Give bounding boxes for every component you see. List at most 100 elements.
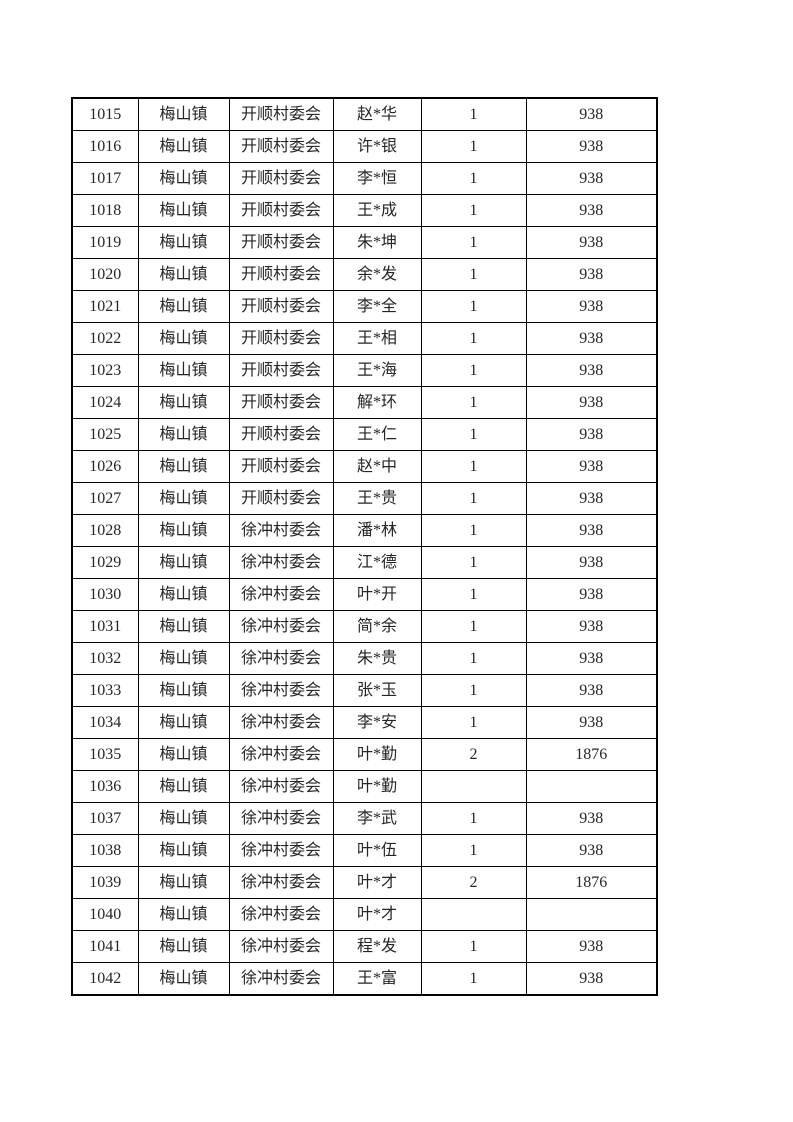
cell-town: 梅山镇 (137, 738, 230, 771)
cell-amount: 938 (525, 418, 658, 451)
cell-count: 2 (420, 738, 527, 771)
cell-village-committee: 徐冲村委会 (228, 930, 334, 963)
table-row: 1041 梅山镇 徐冲村委会 程*发 1 938 (71, 930, 658, 963)
table-row: 1038 梅山镇 徐冲村委会 叶*伍 1 938 (71, 834, 658, 867)
table-row: 1024 梅山镇 开顺村委会 解*环 1 938 (71, 386, 658, 419)
cell-masked-name: 江*德 (332, 546, 422, 579)
table-row: 1020 梅山镇 开顺村委会 余*发 1 938 (71, 258, 658, 291)
cell-town: 梅山镇 (137, 162, 230, 195)
cell-serial-number: 1015 (71, 97, 139, 131)
cell-town: 梅山镇 (137, 194, 230, 227)
cell-amount: 938 (525, 706, 658, 739)
cell-village-committee: 徐冲村委会 (228, 546, 334, 579)
cell-serial-number: 1035 (71, 738, 139, 771)
cell-amount: 938 (525, 514, 658, 547)
cell-village-committee: 开顺村委会 (228, 130, 334, 163)
table-row: 1015 梅山镇 开顺村委会 赵*华 1 938 (71, 97, 658, 131)
cell-count: 1 (420, 194, 527, 227)
cell-serial-number: 1018 (71, 194, 139, 227)
cell-serial-number: 1029 (71, 546, 139, 579)
cell-count: 1 (420, 482, 527, 515)
cell-masked-name: 解*环 (332, 386, 422, 419)
cell-serial-number: 1024 (71, 386, 139, 419)
cell-town: 梅山镇 (137, 866, 230, 899)
cell-amount (525, 770, 658, 803)
cell-serial-number: 1022 (71, 322, 139, 355)
cell-count: 1 (420, 578, 527, 611)
cell-count: 1 (420, 450, 527, 483)
cell-village-committee: 徐冲村委会 (228, 642, 334, 675)
cell-serial-number: 1039 (71, 866, 139, 899)
cell-village-committee: 开顺村委会 (228, 162, 334, 195)
cell-serial-number: 1019 (71, 226, 139, 259)
cell-village-committee: 开顺村委会 (228, 482, 334, 515)
cell-masked-name: 程*发 (332, 930, 422, 963)
cell-village-committee: 开顺村委会 (228, 322, 334, 355)
cell-amount: 938 (525, 354, 658, 387)
table-row: 1029 梅山镇 徐冲村委会 江*德 1 938 (71, 546, 658, 579)
cell-town: 梅山镇 (137, 930, 230, 963)
table-row: 1033 梅山镇 徐冲村委会 张*玉 1 938 (71, 674, 658, 707)
cell-amount: 938 (525, 386, 658, 419)
cell-amount (525, 898, 658, 931)
cell-amount: 938 (525, 930, 658, 963)
cell-count: 1 (420, 290, 527, 323)
cell-amount: 938 (525, 450, 658, 483)
cell-masked-name: 赵*中 (332, 450, 422, 483)
cell-masked-name: 王*仁 (332, 418, 422, 451)
cell-town: 梅山镇 (137, 418, 230, 451)
cell-village-committee: 徐冲村委会 (228, 674, 334, 707)
cell-town: 梅山镇 (137, 354, 230, 387)
cell-count: 1 (420, 706, 527, 739)
cell-amount: 938 (525, 194, 658, 227)
table-row: 1016 梅山镇 开顺村委会 许*银 1 938 (71, 130, 658, 163)
cell-masked-name: 余*发 (332, 258, 422, 291)
cell-village-committee: 徐冲村委会 (228, 610, 334, 643)
table-row: 1036 梅山镇 徐冲村委会 叶*勤 (71, 770, 658, 803)
cell-town: 梅山镇 (137, 546, 230, 579)
cell-serial-number: 1041 (71, 930, 139, 963)
cell-village-committee: 徐冲村委会 (228, 802, 334, 835)
cell-town: 梅山镇 (137, 898, 230, 931)
cell-masked-name: 李*全 (332, 290, 422, 323)
cell-town: 梅山镇 (137, 130, 230, 163)
cell-masked-name: 王*成 (332, 194, 422, 227)
cell-amount: 938 (525, 130, 658, 163)
cell-count: 1 (420, 226, 527, 259)
cell-serial-number: 1038 (71, 834, 139, 867)
cell-village-committee: 徐冲村委会 (228, 770, 334, 803)
cell-serial-number: 1021 (71, 290, 139, 323)
table-row: 1017 梅山镇 开顺村委会 李*恒 1 938 (71, 162, 658, 195)
cell-masked-name: 许*银 (332, 130, 422, 163)
cell-count: 1 (420, 162, 527, 195)
table-row: 1019 梅山镇 开顺村委会 朱*坤 1 938 (71, 226, 658, 259)
cell-masked-name: 赵*华 (332, 97, 422, 131)
cell-masked-name: 李*恒 (332, 162, 422, 195)
cell-town: 梅山镇 (137, 642, 230, 675)
cell-town: 梅山镇 (137, 802, 230, 835)
cell-serial-number: 1028 (71, 514, 139, 547)
table-row: 1027 梅山镇 开顺村委会 王*贵 1 938 (71, 482, 658, 515)
cell-village-committee: 徐冲村委会 (228, 898, 334, 931)
cell-serial-number: 1020 (71, 258, 139, 291)
cell-masked-name: 朱*贵 (332, 642, 422, 675)
cell-serial-number: 1027 (71, 482, 139, 515)
cell-amount: 938 (525, 226, 658, 259)
cell-count: 1 (420, 97, 527, 131)
cell-town: 梅山镇 (137, 834, 230, 867)
table-row: 1032 梅山镇 徐冲村委会 朱*贵 1 938 (71, 642, 658, 675)
cell-masked-name: 叶*勤 (332, 738, 422, 771)
cell-count: 1 (420, 610, 527, 643)
cell-count: 1 (420, 674, 527, 707)
cell-count: 1 (420, 802, 527, 835)
cell-serial-number: 1033 (71, 674, 139, 707)
cell-amount: 938 (525, 834, 658, 867)
table-row: 1034 梅山镇 徐冲村委会 李*安 1 938 (71, 706, 658, 739)
cell-village-committee: 开顺村委会 (228, 450, 334, 483)
table-row: 1026 梅山镇 开顺村委会 赵*中 1 938 (71, 450, 658, 483)
cell-masked-name: 叶*才 (332, 866, 422, 899)
cell-amount: 1876 (525, 866, 658, 899)
cell-masked-name: 叶*开 (332, 578, 422, 611)
table-row: 1028 梅山镇 徐冲村委会 潘*林 1 938 (71, 514, 658, 547)
